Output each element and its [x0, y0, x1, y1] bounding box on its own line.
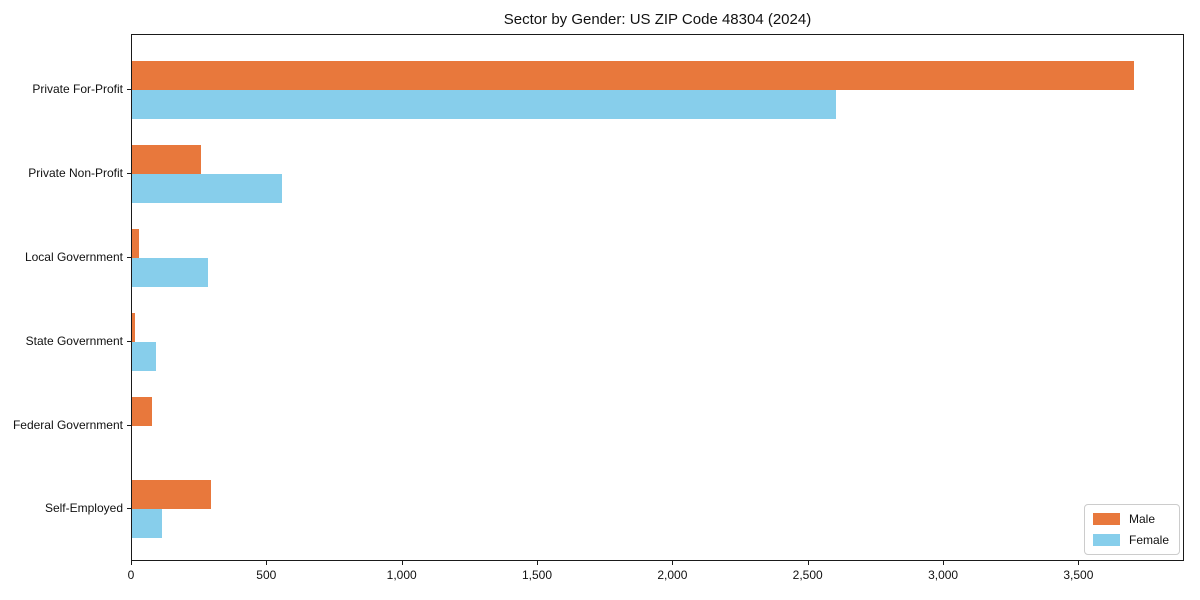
bar-female-6 — [132, 509, 162, 539]
x-tick-label: 1,000 — [386, 568, 417, 582]
x-tick-label: 3,500 — [1063, 568, 1094, 582]
bar-female-3 — [132, 258, 208, 287]
bar-male-6 — [132, 480, 211, 510]
y-tick-label: State Government — [25, 333, 123, 348]
bar-female-1 — [132, 90, 836, 120]
y-tick-label: Self-Employed — [44, 501, 123, 516]
y-tick-mark — [127, 173, 131, 175]
y-tick-mark — [127, 340, 131, 342]
legend-label: Male — [1128, 512, 1155, 526]
x-tick-mark — [943, 561, 945, 565]
legend-entry-male: Male — [1092, 512, 1169, 526]
bar-female-2 — [132, 174, 283, 204]
bar-female-4 — [132, 341, 157, 371]
bar-male-1 — [132, 61, 1134, 91]
y-tick-label: Federal Government — [12, 417, 123, 432]
x-tick-mark — [672, 561, 674, 565]
chart-title: Sector by Gender: US ZIP Code 48304 (202… — [503, 11, 812, 28]
y-tick-label: Private For-Profit — [32, 82, 123, 97]
y-tick-label: Private Non-Profit — [28, 166, 123, 181]
y-tick-mark — [127, 424, 131, 426]
x-tick-mark — [401, 561, 403, 565]
bar-male-3 — [132, 229, 139, 258]
x-tick-label: 2,500 — [792, 568, 823, 582]
y-tick-mark — [127, 89, 131, 91]
x-tick-mark — [537, 561, 538, 565]
y-tick-mark — [127, 508, 131, 510]
x-tick-mark — [131, 561, 132, 565]
legend: Male Female — [1083, 504, 1180, 555]
bar-male-4 — [132, 312, 135, 342]
x-tick-label: 1,500 — [521, 568, 553, 582]
legend-label: Female — [1128, 533, 1169, 547]
legend-swatch-female — [1092, 534, 1120, 546]
bar-male-2 — [132, 145, 201, 175]
x-tick-mark — [807, 561, 809, 565]
x-tick-label: 3,000 — [928, 568, 959, 582]
x-tick-label: 500 — [256, 568, 277, 582]
x-tick-label: 2,000 — [657, 568, 688, 582]
x-tick-mark — [266, 561, 268, 565]
x-tick-mark — [1078, 561, 1080, 565]
bar-male-5 — [132, 396, 153, 426]
y-tick-label: Local Government — [24, 250, 123, 264]
legend-swatch-male — [1092, 513, 1120, 525]
plot-area — [131, 34, 1184, 561]
x-tick-label: 0 — [127, 568, 135, 582]
legend-entry-female: Female — [1092, 533, 1169, 547]
y-tick-mark — [127, 257, 131, 258]
